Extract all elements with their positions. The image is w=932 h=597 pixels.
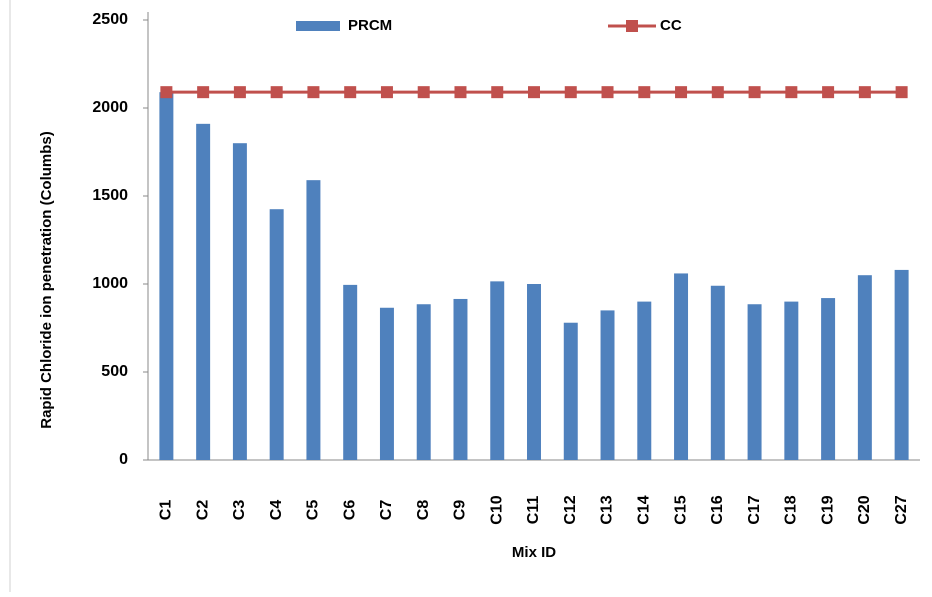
x-tick-label: C5 — [305, 500, 322, 521]
line-marker — [417, 86, 430, 99]
x-tick-label: C2 — [194, 500, 211, 521]
bar — [269, 209, 284, 460]
y-tick-label: 1500 — [92, 187, 128, 204]
bar — [453, 298, 468, 460]
line-marker — [344, 86, 357, 99]
x-tick-label: C11 — [525, 496, 542, 525]
bar — [343, 284, 358, 460]
x-tick-label: C10 — [488, 495, 505, 524]
y-tick-label: 0 — [119, 451, 128, 468]
x-tick-label: C27 — [893, 495, 910, 524]
legend-swatch — [296, 21, 340, 31]
x-tick-label: C20 — [856, 495, 873, 524]
legend-label: CC — [660, 17, 682, 34]
bar — [784, 301, 799, 460]
x-tick-label: C19 — [819, 495, 836, 524]
line-marker — [454, 86, 467, 99]
x-tick-label: C17 — [746, 495, 763, 524]
legend-label: PRCM — [348, 17, 392, 34]
x-tick-label: C3 — [231, 500, 248, 521]
bar — [637, 301, 652, 460]
bar — [821, 298, 836, 460]
line-marker — [601, 86, 614, 99]
bar — [527, 284, 541, 460]
x-tick-label: C6 — [341, 500, 358, 521]
line-marker — [233, 86, 246, 99]
bar — [196, 123, 211, 460]
x-tick-label: C13 — [599, 495, 616, 524]
x-tick-label: C14 — [636, 495, 653, 524]
x-tick-label: C18 — [783, 495, 800, 524]
bar — [710, 285, 725, 460]
line-marker — [675, 86, 688, 99]
line-marker — [711, 86, 724, 99]
y-axis-label: Rapid Chloride ion penetration (Columbs) — [38, 131, 55, 429]
bar — [379, 307, 394, 460]
x-tick-label: C7 — [378, 500, 395, 521]
bar — [416, 304, 431, 460]
line-marker — [748, 86, 761, 99]
line-marker — [380, 86, 393, 99]
x-tick-label: C16 — [709, 495, 726, 524]
y-tick-label: 1000 — [92, 275, 128, 292]
bar — [232, 143, 247, 460]
x-axis-label: Mix ID — [512, 544, 556, 561]
x-tick-label: C4 — [268, 500, 285, 521]
x-tick-label: C12 — [562, 495, 579, 524]
y-tick-label: 500 — [101, 363, 128, 380]
bar — [563, 322, 578, 460]
line-marker — [564, 86, 577, 99]
bar — [894, 269, 909, 460]
bar — [490, 281, 505, 460]
line-marker — [785, 86, 798, 99]
x-tick-label: C1 — [158, 500, 175, 521]
x-tick-label: C8 — [415, 500, 432, 521]
line-marker — [197, 86, 210, 99]
line-marker — [858, 86, 871, 99]
line-marker — [270, 86, 283, 99]
line-marker — [638, 86, 651, 99]
x-tick-label: C9 — [452, 500, 469, 521]
line-marker — [895, 86, 908, 99]
bar — [857, 275, 872, 460]
line-marker — [491, 86, 504, 99]
bar — [747, 304, 762, 460]
bar — [306, 180, 321, 460]
line-marker — [822, 86, 835, 99]
x-tick-label: C15 — [672, 495, 689, 524]
bar — [674, 273, 689, 460]
legend-marker — [626, 20, 638, 32]
line-marker — [528, 86, 540, 99]
y-tick-label: 2000 — [92, 99, 128, 116]
bar — [159, 92, 174, 460]
line-marker — [160, 86, 173, 99]
line-marker — [307, 86, 320, 99]
y-tick-label: 2500 — [92, 11, 128, 28]
bar — [600, 310, 615, 460]
